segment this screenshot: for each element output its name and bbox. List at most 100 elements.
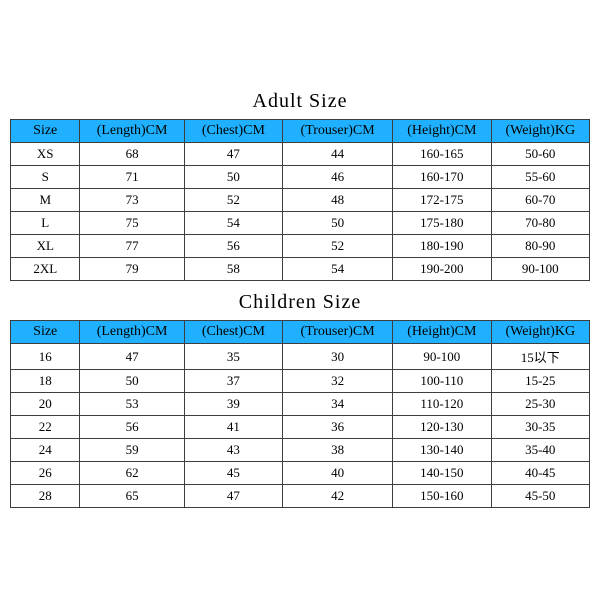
- children-size-block: Children Size Size (Length)CM (Chest)CM …: [10, 287, 590, 508]
- table-cell: 48: [283, 189, 393, 212]
- table-cell: 22: [11, 416, 80, 439]
- table-cell: 58: [184, 258, 282, 281]
- table-row: M735248172-17560-70: [11, 189, 590, 212]
- table-cell: 35: [184, 344, 282, 370]
- col-trouser: (Trouser)CM: [283, 321, 393, 344]
- table-cell: 73: [80, 189, 184, 212]
- table-row: 18503732100-11015-25: [11, 370, 590, 393]
- table-row: 20533934110-12025-30: [11, 393, 590, 416]
- table-cell: 45-50: [491, 485, 589, 508]
- table-cell: 25-30: [491, 393, 589, 416]
- table-cell: 59: [80, 439, 184, 462]
- table-cell: 50-60: [491, 143, 589, 166]
- table-cell: 120-130: [393, 416, 491, 439]
- table-cell: 15-25: [491, 370, 589, 393]
- table-cell: 42: [283, 485, 393, 508]
- table-cell: 56: [80, 416, 184, 439]
- table-row: 24594338130-14035-40: [11, 439, 590, 462]
- table-cell: 54: [184, 212, 282, 235]
- table-cell: 18: [11, 370, 80, 393]
- col-size: Size: [11, 120, 80, 143]
- col-chest: (Chest)CM: [184, 321, 282, 344]
- table-row: S715046160-17055-60: [11, 166, 590, 189]
- table-cell: 150-160: [393, 485, 491, 508]
- table-cell: 53: [80, 393, 184, 416]
- table-cell: S: [11, 166, 80, 189]
- table-cell: 50: [283, 212, 393, 235]
- children-size-table: Size (Length)CM (Chest)CM (Trouser)CM (H…: [10, 320, 590, 508]
- table-cell: 77: [80, 235, 184, 258]
- table-cell: 190-200: [393, 258, 491, 281]
- children-title: Children Size: [10, 287, 590, 320]
- table-cell: 55-60: [491, 166, 589, 189]
- table-cell: 160-165: [393, 143, 491, 166]
- table-cell: 80-90: [491, 235, 589, 258]
- table-row: 28654742150-16045-50: [11, 485, 590, 508]
- table-cell: 68: [80, 143, 184, 166]
- size-charts-page: Adult Size Size (Length)CM (Chest)CM (Tr…: [0, 0, 600, 600]
- table-row: 22564136120-13030-35: [11, 416, 590, 439]
- table-row: L755450175-18070-80: [11, 212, 590, 235]
- table-cell: 90-100: [491, 258, 589, 281]
- adult-size-table: Size (Length)CM (Chest)CM (Trouser)CM (H…: [10, 119, 590, 281]
- col-size: Size: [11, 321, 80, 344]
- table-cell: 30-35: [491, 416, 589, 439]
- table-cell: 100-110: [393, 370, 491, 393]
- table-cell: 79: [80, 258, 184, 281]
- table-row: 26624540140-15040-45: [11, 462, 590, 485]
- table-cell: 46: [283, 166, 393, 189]
- table-cell: 39: [184, 393, 282, 416]
- table-header-row: Size (Length)CM (Chest)CM (Trouser)CM (H…: [11, 120, 590, 143]
- table-cell: 90-100: [393, 344, 491, 370]
- table-cell: 130-140: [393, 439, 491, 462]
- table-cell: 34: [283, 393, 393, 416]
- table-row: 1647353090-10015以下: [11, 344, 590, 370]
- table-cell: L: [11, 212, 80, 235]
- table-row: XL775652180-19080-90: [11, 235, 590, 258]
- adult-size-block: Adult Size Size (Length)CM (Chest)CM (Tr…: [10, 86, 590, 281]
- table-cell: 35-40: [491, 439, 589, 462]
- table-cell: 26: [11, 462, 80, 485]
- table-cell: 47: [80, 344, 184, 370]
- table-cell: 44: [283, 143, 393, 166]
- table-cell: 28: [11, 485, 80, 508]
- table-cell: 16: [11, 344, 80, 370]
- table-row: XS684744160-16550-60: [11, 143, 590, 166]
- table-cell: 50: [184, 166, 282, 189]
- table-cell: 15以下: [491, 344, 589, 370]
- children-tbody: 1647353090-10015以下18503732100-11015-2520…: [11, 344, 590, 508]
- table-cell: 50: [80, 370, 184, 393]
- col-weight: (Weight)KG: [491, 120, 589, 143]
- adult-tbody: XS684744160-16550-60S715046160-17055-60M…: [11, 143, 590, 281]
- table-cell: XS: [11, 143, 80, 166]
- table-cell: 172-175: [393, 189, 491, 212]
- table-cell: 62: [80, 462, 184, 485]
- col-chest: (Chest)CM: [184, 120, 282, 143]
- table-cell: 110-120: [393, 393, 491, 416]
- table-cell: 56: [184, 235, 282, 258]
- table-cell: 36: [283, 416, 393, 439]
- table-cell: 47: [184, 143, 282, 166]
- col-length: (Length)CM: [80, 120, 184, 143]
- table-cell: 47: [184, 485, 282, 508]
- table-cell: 30: [283, 344, 393, 370]
- table-cell: 40: [283, 462, 393, 485]
- col-height: (Height)CM: [393, 321, 491, 344]
- table-cell: 20: [11, 393, 80, 416]
- col-weight: (Weight)KG: [491, 321, 589, 344]
- table-cell: 40-45: [491, 462, 589, 485]
- table-cell: M: [11, 189, 80, 212]
- table-cell: 75: [80, 212, 184, 235]
- table-row: 2XL795854190-20090-100: [11, 258, 590, 281]
- table-cell: 24: [11, 439, 80, 462]
- table-cell: 140-150: [393, 462, 491, 485]
- table-cell: 160-170: [393, 166, 491, 189]
- table-cell: 60-70: [491, 189, 589, 212]
- table-cell: 180-190: [393, 235, 491, 258]
- col-height: (Height)CM: [393, 120, 491, 143]
- col-length: (Length)CM: [80, 321, 184, 344]
- table-cell: 54: [283, 258, 393, 281]
- table-cell: 175-180: [393, 212, 491, 235]
- adult-title: Adult Size: [10, 86, 590, 119]
- table-cell: XL: [11, 235, 80, 258]
